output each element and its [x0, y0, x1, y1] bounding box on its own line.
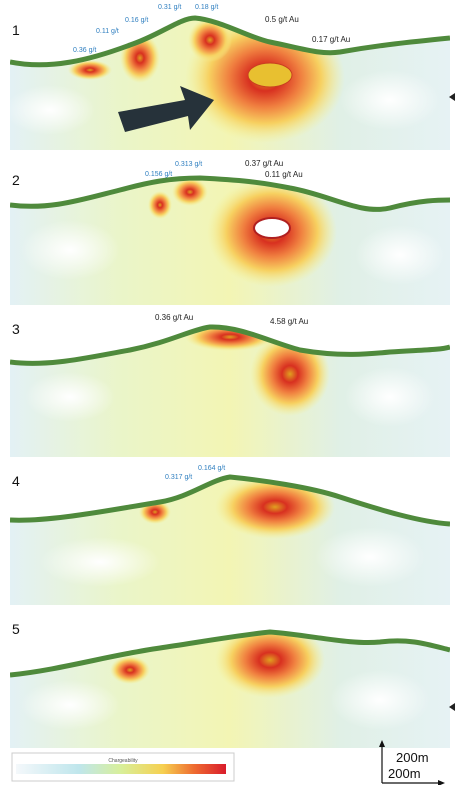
color-bar: [16, 764, 226, 774]
assay-label: 0.36 g/t Au: [155, 313, 193, 322]
assay-label: 0.156 g/t: [145, 171, 172, 178]
section-4: [10, 462, 450, 605]
legend: Chargeability: [11, 752, 235, 782]
assay-label: 0.16 g/t: [125, 17, 148, 24]
assay-label: 0.11 g/t Au: [265, 170, 303, 179]
assay-label: 0.36 g/t: [73, 47, 96, 54]
assay-label: 0.37 g/t Au: [245, 159, 283, 168]
assay-label: 0.317 g/t: [165, 474, 192, 481]
panel-number: 3: [12, 321, 20, 337]
section-5: [10, 610, 450, 748]
section-1: [10, 0, 450, 150]
section-3: [10, 312, 450, 457]
section-2: [10, 160, 450, 305]
scale-label: 200m: [388, 766, 421, 781]
panel-number: 2: [12, 172, 20, 188]
assay-label: 0.164 g/t: [198, 465, 225, 472]
panel-number: 5: [12, 621, 20, 637]
assay-label: 0.5 g/t Au: [265, 15, 299, 24]
panel-number: 1: [12, 22, 20, 38]
arrow: [118, 86, 214, 132]
panel-number: 4: [12, 473, 20, 489]
pointer: [449, 703, 455, 711]
assay-label: 0.31 g/t: [158, 4, 181, 11]
assay-label: 0.17 g/t Au: [312, 35, 350, 44]
assay-label: 0.18 g/t: [195, 4, 218, 11]
assay-label: 0.11 g/t: [96, 28, 119, 35]
scale-label: 200m: [396, 750, 429, 765]
legend-title: Chargeability: [108, 758, 138, 764]
assay-label: 0.313 g/t: [175, 161, 202, 168]
assay-label: 4.58 g/t Au: [270, 317, 308, 326]
scale-bar: 200m 200m: [379, 740, 445, 785]
pointer: [449, 93, 455, 101]
